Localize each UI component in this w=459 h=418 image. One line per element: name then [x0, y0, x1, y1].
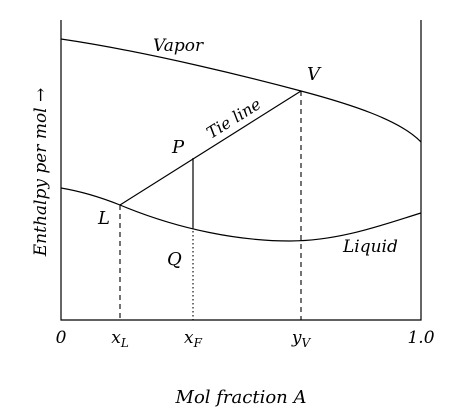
liquid-curve: [60, 187, 422, 242]
x-axis-label: Mol fraction A: [175, 387, 307, 408]
tick-label-x-l: xL: [111, 328, 129, 350]
liquid-label: Liquid: [342, 237, 398, 257]
point-q-label: Q: [167, 249, 182, 270]
tick-label-one: 1.0: [407, 328, 434, 348]
point-v-label: V: [307, 64, 322, 85]
tick-label-y-v: yV: [291, 328, 312, 350]
point-l-label: L: [97, 208, 110, 229]
vapor-label: Vapor: [153, 36, 204, 56]
tick-label-x-l-base: x: [111, 328, 121, 348]
tick-label-x-f-subscript: F: [193, 336, 203, 350]
vapor-curve: [60, 38, 422, 143]
tick-label-x-f-base: x: [184, 328, 194, 348]
tick-label-x-l-subscript: L: [120, 336, 129, 350]
plot-frame: [60, 20, 422, 321]
tick-label-zero: 0: [56, 328, 67, 348]
tick-label-y-v-subscript: V: [301, 336, 311, 350]
tick-label-x-f: xF: [184, 328, 203, 350]
tick-label-y-v-base: y: [291, 328, 302, 348]
y-axis-label: Enthalpy per mol →: [31, 88, 51, 258]
tie-line-label: Tie line: [203, 94, 264, 142]
tie-line: [119, 90, 302, 206]
point-p-label: P: [171, 137, 185, 158]
